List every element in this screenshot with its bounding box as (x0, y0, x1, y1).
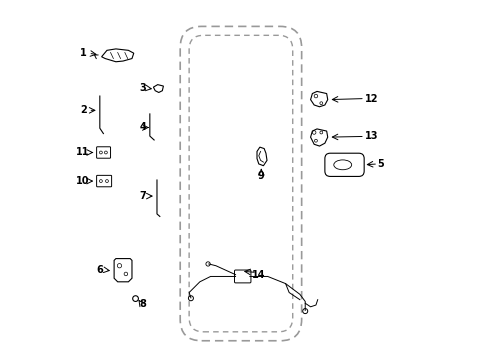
Text: 14: 14 (251, 270, 265, 280)
Text: 6: 6 (96, 265, 103, 275)
Text: 2: 2 (80, 105, 87, 115)
Text: 1: 1 (80, 48, 87, 58)
Text: 5: 5 (377, 159, 384, 169)
Text: 9: 9 (257, 171, 264, 181)
Text: 7: 7 (139, 191, 146, 201)
Text: 8: 8 (139, 299, 146, 309)
Text: 4: 4 (139, 122, 146, 132)
Text: 10: 10 (76, 176, 89, 186)
Text: 13: 13 (364, 131, 377, 141)
Text: 11: 11 (76, 148, 89, 157)
Text: 3: 3 (139, 83, 146, 93)
Text: 12: 12 (364, 94, 377, 104)
